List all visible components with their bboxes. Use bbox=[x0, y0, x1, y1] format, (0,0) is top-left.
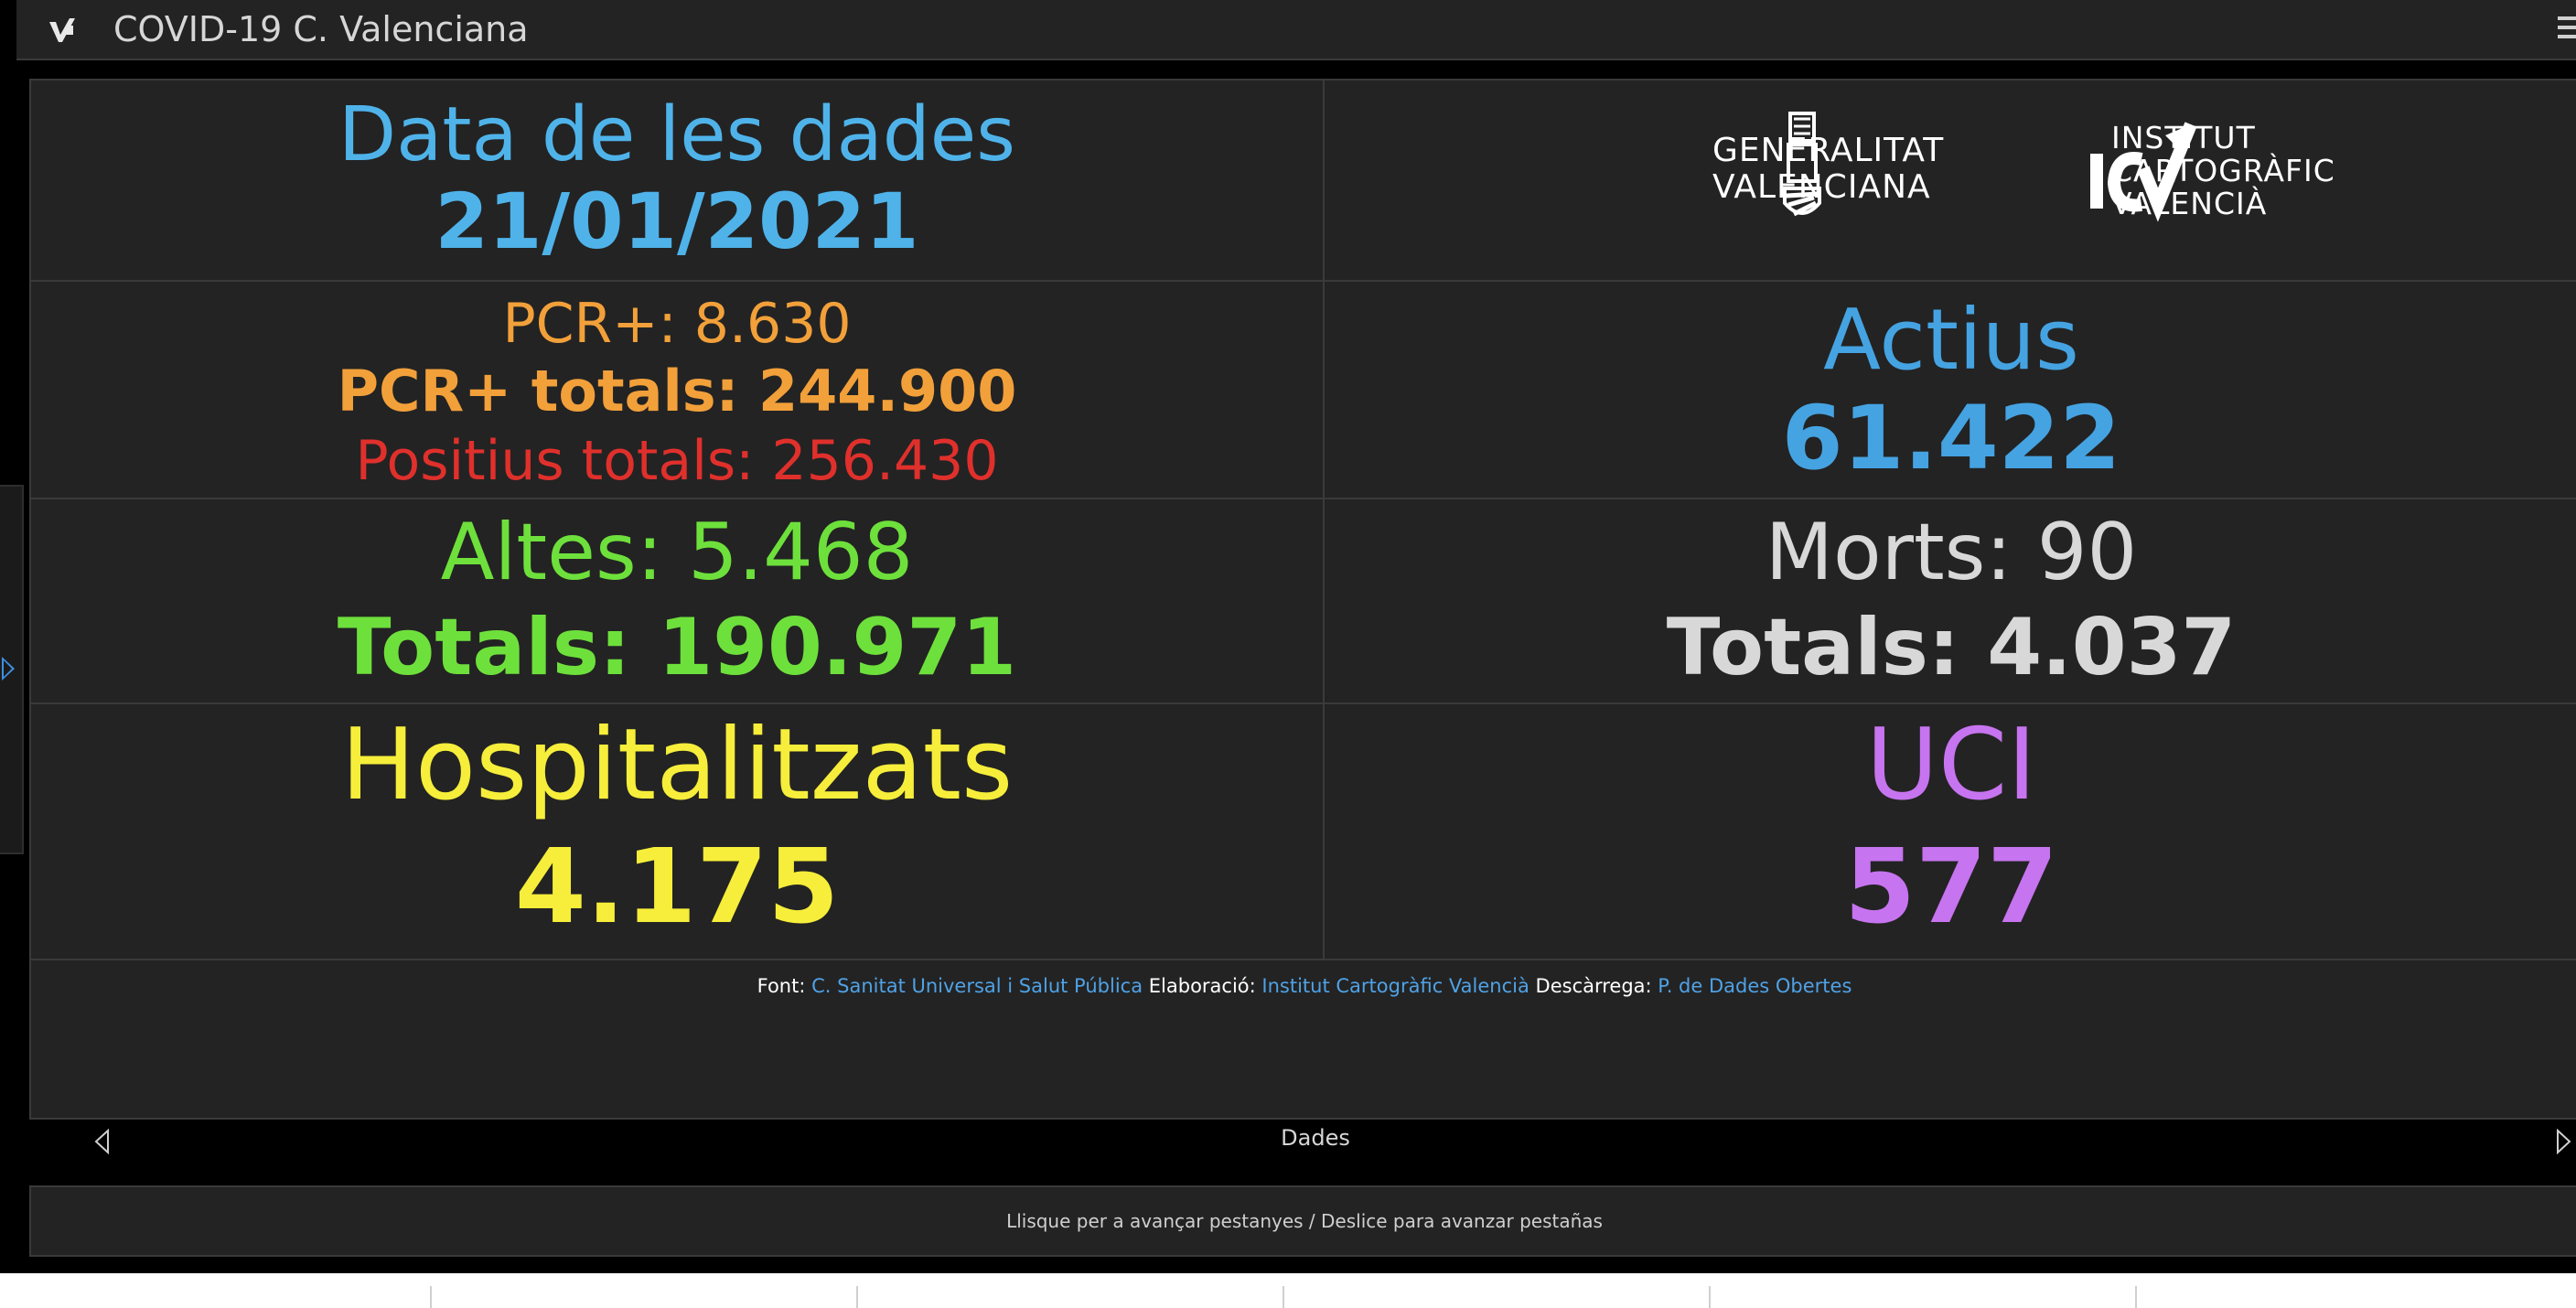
pcr-total: PCR+ totals: 244.900 bbox=[337, 358, 1017, 424]
hospitalitzats-value: 4.175 bbox=[514, 828, 840, 947]
hospitalitzats-label: Hospitalitzats bbox=[340, 708, 1014, 822]
chevron-right-icon bbox=[2, 657, 15, 681]
gv-logo-line1: GENERALITAT bbox=[1712, 132, 1945, 169]
current-tab-label[interactable]: Dades bbox=[1281, 1125, 1350, 1151]
row-hosp-uci: Hospitalitzats 4.175 UCI 577 bbox=[31, 704, 2576, 960]
icv-logo-line1: INSTITUT bbox=[2111, 120, 2256, 155]
positives-total: Positius totals: 256.430 bbox=[355, 429, 999, 493]
download-label: Descàrrega: bbox=[1535, 975, 1652, 997]
uci-value: 577 bbox=[1844, 828, 2058, 947]
icv-logo-line3: VALENCIÀ bbox=[2111, 186, 2268, 221]
pcr-cell: PCR+: 8.630 PCR+ totals: 244.900 Positiu… bbox=[31, 282, 1325, 498]
actius-cell: Actius 61.422 bbox=[1325, 282, 2576, 498]
elaboration-link[interactable]: Institut Cartogràfic Valencià bbox=[1261, 975, 1530, 997]
morts-daily: Morts: 90 bbox=[1765, 507, 2138, 598]
morts-total: Totals: 4.037 bbox=[1666, 602, 2237, 693]
menu-icon[interactable] bbox=[2558, 16, 2576, 42]
swipe-hint-bar: Llisque per a avançar pestanyes / Deslic… bbox=[29, 1185, 2576, 1257]
uci-cell: UCI 577 bbox=[1325, 704, 2576, 959]
separator bbox=[2135, 1286, 2137, 1308]
download-link[interactable]: P. de Dades Obertes bbox=[1658, 975, 1852, 997]
morts-cell: Morts: 90 Totals: 4.037 bbox=[1325, 499, 2576, 702]
generalitat-valenciana-logo[interactable]: GENERALITAT VALENCIANA bbox=[1654, 108, 1956, 227]
altes-daily: Altes: 5.468 bbox=[440, 507, 914, 598]
row-date-logos: Data de les dades 21/01/2021 GENERALITAT bbox=[31, 80, 2576, 282]
next-tab-icon[interactable] bbox=[2556, 1129, 2572, 1154]
tab-bar: Dades bbox=[53, 1112, 2576, 1169]
bottom-strip bbox=[0, 1273, 2576, 1308]
app-header: COVID-19 C. Valenciana bbox=[16, 0, 2576, 60]
row-altes-morts: Altes: 5.468 Totals: 190.971 Morts: 90 T… bbox=[31, 499, 2576, 704]
separator bbox=[1709, 1286, 1711, 1308]
separator bbox=[430, 1286, 432, 1308]
icv-small-logo-icon[interactable] bbox=[48, 15, 80, 44]
actius-label: Actius bbox=[1823, 291, 2079, 389]
swipe-hint-text: Llisque per a avançar pestanyes / Deslic… bbox=[1006, 1210, 1603, 1232]
source-label: Font: bbox=[757, 975, 806, 997]
logos-cell: GENERALITAT VALENCIANA INSTITUT CARTOGRÀ… bbox=[1325, 80, 2576, 280]
data-date-cell: Data de les dades 21/01/2021 bbox=[31, 80, 1325, 280]
side-panel-toggle[interactable] bbox=[0, 485, 24, 854]
hospitalitzats-cell: Hospitalitzats 4.175 bbox=[31, 704, 1325, 959]
separator bbox=[1283, 1286, 1284, 1308]
credits-line: Font: C. Sanitat Universal i Salut Públi… bbox=[31, 975, 2576, 997]
altes-total: Totals: 190.971 bbox=[337, 602, 1017, 693]
altes-cell: Altes: 5.468 Totals: 190.971 bbox=[31, 499, 1325, 702]
icv-logo-line2: CARTOGRÀFIC bbox=[2111, 153, 2335, 188]
previous-tab-icon[interactable] bbox=[93, 1129, 110, 1154]
data-date-label: Data de les dades bbox=[338, 91, 1015, 178]
dashboard-panel: Data de les dades 21/01/2021 GENERALITAT bbox=[29, 79, 2576, 1154]
gv-logo-line2: VALENCIANA bbox=[1712, 168, 1931, 206]
stats-grid: Data de les dades 21/01/2021 GENERALITAT bbox=[31, 80, 2576, 962]
elaboration-label: Elaboració: bbox=[1148, 975, 1256, 997]
icv-mark-icon bbox=[2090, 122, 2197, 222]
logos: GENERALITAT VALENCIANA INSTITUT CARTOGRÀ… bbox=[1654, 108, 2334, 236]
icv-logo[interactable]: INSTITUT CARTOGRÀFIC VALENCIÀ bbox=[1992, 117, 2334, 227]
uci-label: UCI bbox=[1865, 708, 2037, 822]
row-pcr-actius: PCR+: 8.630 PCR+ totals: 244.900 Positiu… bbox=[31, 282, 2576, 499]
pcr-daily: PCR+: 8.630 bbox=[502, 292, 852, 356]
separator bbox=[856, 1286, 858, 1308]
page-title: COVID-19 C. Valenciana bbox=[113, 9, 529, 49]
data-date-value: 21/01/2021 bbox=[435, 177, 919, 266]
source-link[interactable]: C. Sanitat Universal i Salut Pública bbox=[811, 975, 1143, 997]
actius-value: 61.422 bbox=[1781, 387, 2121, 489]
generalitat-crest-icon bbox=[1783, 112, 1821, 217]
